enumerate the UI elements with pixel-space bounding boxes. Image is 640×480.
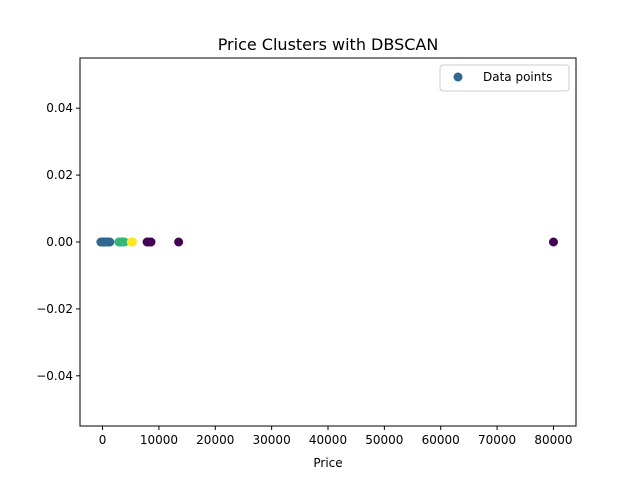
y-tick-label: 0.04 <box>46 101 73 115</box>
x-tick-label: 30000 <box>253 433 291 447</box>
data-point <box>146 237 156 247</box>
x-axis-label: Price <box>313 456 342 470</box>
points-layer <box>96 237 558 247</box>
legend: Data points <box>439 64 570 92</box>
x-axis-ticks: 0 10000 20000 30000 40000 50000 60000 70000 8000… <box>99 426 573 447</box>
legend-marker <box>453 72 463 82</box>
x-tick-label: 20000 <box>196 433 234 447</box>
x-tick-label: 60000 <box>422 433 460 447</box>
data-point <box>105 237 115 247</box>
x-tick-label: 70000 <box>478 433 516 447</box>
y-tick-label: −0.02 <box>36 302 73 316</box>
y-tick-label: 0.02 <box>46 168 73 182</box>
plot-area <box>79 57 577 427</box>
data-point <box>127 237 137 247</box>
plot-background <box>80 58 576 426</box>
data-point <box>548 237 558 247</box>
x-tick-label: 10000 <box>140 433 178 447</box>
x-tick-label: 80000 <box>534 433 572 447</box>
y-tick-label: 0.00 <box>46 235 73 249</box>
chart-title: Price Clusters with DBSCAN <box>218 35 439 54</box>
data-point <box>174 237 184 247</box>
x-tick-label: 40000 <box>309 433 347 447</box>
x-tick-label: 50000 <box>365 433 403 447</box>
y-axis-ticks: −0.04 −0.02 0.00 0.02 0.04 <box>36 101 80 383</box>
legend-box <box>439 64 570 92</box>
data-point <box>120 237 130 247</box>
y-tick-label: −0.04 <box>36 369 73 383</box>
x-tick-label: 0 <box>99 433 107 447</box>
legend-label: Data points <box>483 70 552 84</box>
